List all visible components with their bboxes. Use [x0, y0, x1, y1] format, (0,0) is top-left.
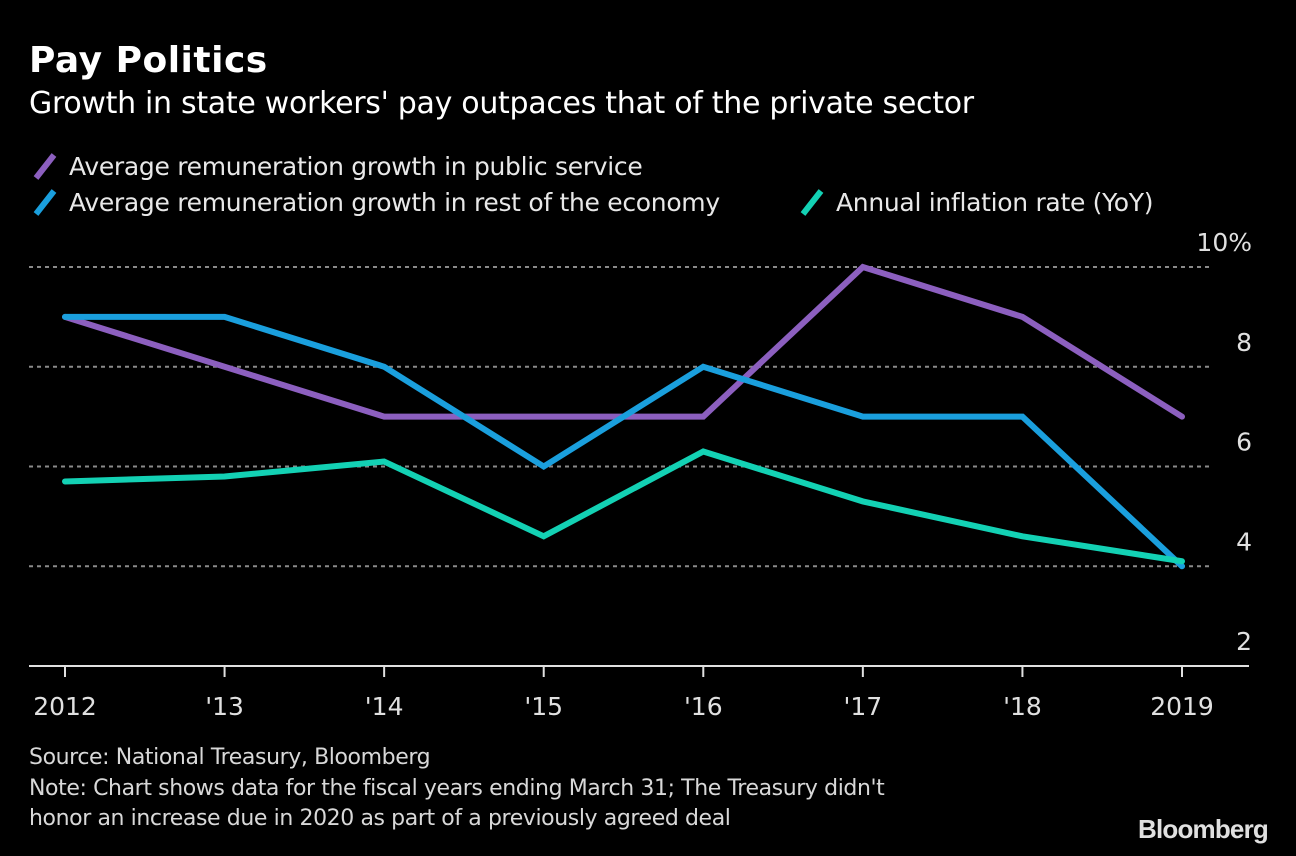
y-tick-label: 6 — [1236, 428, 1252, 457]
series-line-1 — [62, 313, 1185, 570]
source-note: Source: National Treasury, Bloomberg — [29, 745, 431, 770]
y-axis-ticks: 2 4 6 8 10% — [1196, 228, 1252, 656]
x-tick-label: '17 — [844, 692, 883, 721]
footnote-line-1: Note: Chart shows data for the fiscal ye… — [29, 776, 885, 801]
legend-swatch-rest-of-economy — [32, 186, 60, 218]
x-tick-label: '16 — [684, 692, 723, 721]
x-axis: 2012 '13 '14 '15 '16 '17 '18 2019 — [29, 665, 1249, 721]
chart-subtitle: Growth in state workers' pay outpaces th… — [29, 86, 974, 121]
legend-swatch-inflation — [799, 186, 827, 218]
x-tick-label: '14 — [365, 692, 404, 721]
y-tick-label: 8 — [1236, 328, 1252, 357]
bloomberg-logo: Bloomberg — [1137, 814, 1269, 844]
legend-label: Average remuneration growth in public se… — [69, 151, 643, 181]
legend-item-rest-of-economy: Average remuneration growth in rest of t… — [32, 186, 720, 218]
chart-title: Pay Politics — [29, 40, 268, 81]
x-tick-label: '13 — [205, 692, 244, 721]
x-tick-label: 2019 — [1150, 692, 1214, 721]
legend-label: Average remuneration growth in rest of t… — [69, 187, 720, 217]
legend-swatch-public-service — [32, 150, 60, 182]
y-tick-label: 10% — [1196, 228, 1252, 257]
legend-item-public-service: Average remuneration growth in public se… — [32, 150, 643, 182]
legend-label: Annual inflation rate (YoY) — [836, 187, 1154, 217]
footnote-line-2: honor an increase due in 2020 as part of… — [29, 806, 731, 831]
series-lines — [62, 263, 1185, 570]
x-tick-label: '18 — [1003, 692, 1042, 721]
y-tick-label: 4 — [1236, 527, 1252, 556]
y-tick-label: 2 — [1236, 627, 1252, 656]
x-tick-label: '15 — [524, 692, 563, 721]
series-line-0 — [62, 263, 1185, 420]
gridlines — [29, 266, 1212, 568]
x-tick-label: 2012 — [33, 692, 97, 721]
series-line-2 — [62, 448, 1185, 565]
legend-item-inflation: Annual inflation rate (YoY) — [799, 186, 1154, 218]
